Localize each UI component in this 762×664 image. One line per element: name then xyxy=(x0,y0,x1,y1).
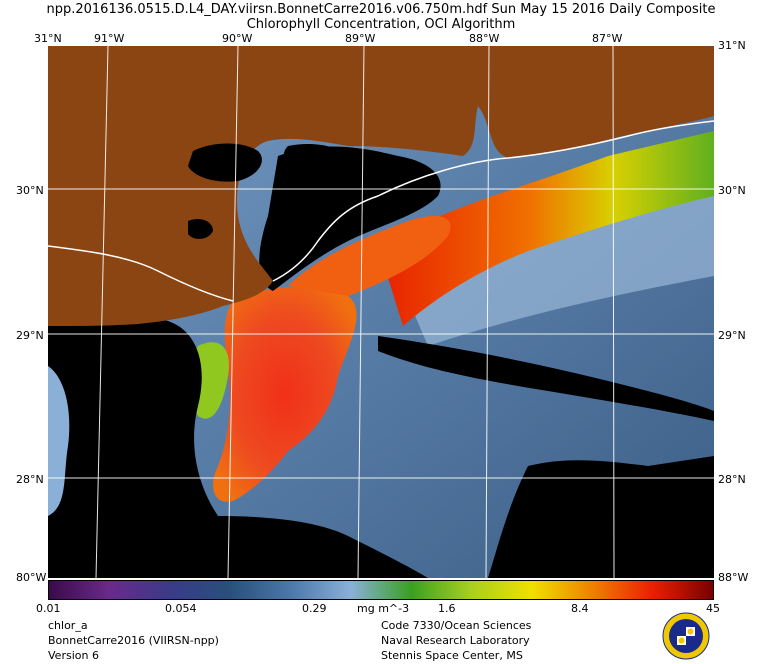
colorbar xyxy=(48,580,714,600)
lat-label-29n-left: 29°N xyxy=(16,329,44,342)
land-mass xyxy=(48,46,714,326)
colorbar-units: mg m^-3 xyxy=(357,602,410,615)
lon-label-89w: 89°W xyxy=(345,32,376,45)
lake-borgne xyxy=(283,144,348,173)
lat-label-30n-right: 30°N xyxy=(718,184,746,197)
footer-location: Stennis Space Center, MS xyxy=(381,649,523,662)
footer-code: Code 7330/Ocean Sciences xyxy=(381,619,532,632)
footer-variable: chlor_a xyxy=(48,619,88,632)
cloud-mask-southeast xyxy=(488,456,714,578)
lat-label-corner-bottom-left: 80°W xyxy=(16,571,47,584)
lake-pontchartrain xyxy=(188,143,262,182)
lat-label-corner-top-left: 31°N xyxy=(34,32,62,45)
lon-label-90w: 90°W xyxy=(222,32,253,45)
colorbar-tick-2: 0.29 xyxy=(302,602,327,615)
small-lake xyxy=(188,219,213,239)
plume-upper-band xyxy=(288,216,451,296)
lon-label-87w: 87°W xyxy=(592,32,623,45)
river-plume-red xyxy=(213,286,357,502)
lon-label-88w: 88°W xyxy=(469,32,500,45)
cloud-mask-east-band xyxy=(378,336,714,421)
image-title: npp.2016136.0515.D.L4_DAY.viirsn.BonnetC… xyxy=(46,2,716,17)
colorbar-tick-3: 1.6 xyxy=(438,602,456,615)
lat-label-28n-left: 28°N xyxy=(16,473,44,486)
coastal-band xyxy=(398,176,714,346)
lat-label-29n-right: 29°N xyxy=(718,329,746,342)
green-shelf-water xyxy=(378,131,714,326)
footer-dataset: BonnetCarre2016 (VIIRSN-npp) xyxy=(48,634,219,647)
graticule xyxy=(48,46,714,578)
cloud-mask-delta xyxy=(259,146,441,291)
footer-version: Version 6 xyxy=(48,649,99,662)
colorbar-tick-1: 0.054 xyxy=(165,602,197,615)
colorbar-tick-4: 8.4 xyxy=(571,602,589,615)
lat-label-30n-left: 30°N xyxy=(16,184,44,197)
lat-label-28n-right: 28°N xyxy=(718,473,746,486)
chlorophyll-map xyxy=(48,46,714,578)
cloud-mask-south xyxy=(198,516,428,578)
colorbar-tick-0: 0.01 xyxy=(36,602,61,615)
lat-label-corner-top-right: 31°N xyxy=(718,39,746,52)
lat-label-corner-bottom-right: 88°W xyxy=(718,571,749,584)
coastline xyxy=(48,120,714,302)
nrl-seal-icon xyxy=(662,612,710,660)
footer-lab: Naval Research Laboratory xyxy=(381,634,530,647)
lon-label-91w: 91°W xyxy=(94,32,125,45)
map-svg xyxy=(48,46,714,578)
cloud-mask-west xyxy=(48,310,222,578)
image-subtitle: Chlorophyll Concentration, OCI Algorithm xyxy=(246,17,516,32)
colorbar-tick-5: 45 xyxy=(706,602,720,615)
